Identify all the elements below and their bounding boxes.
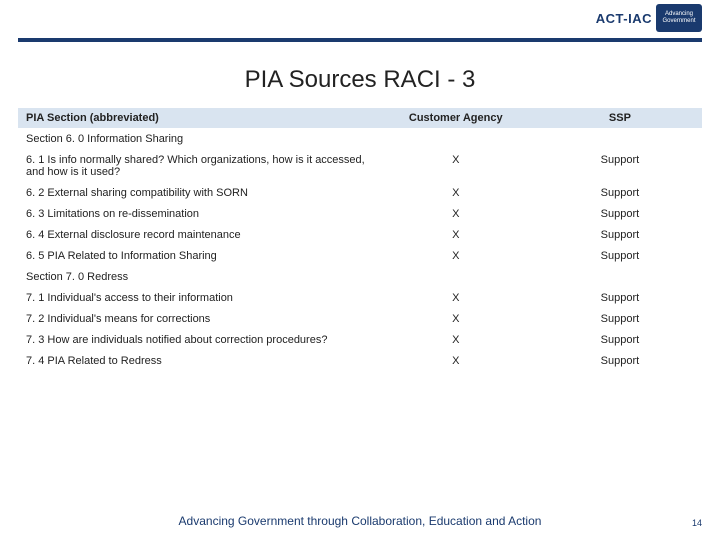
raci-table: PIA Section (abbreviated) Customer Agenc… — [18, 108, 702, 372]
row-label: 7. 2 Individual's means for corrections — [18, 309, 374, 330]
row-label: 6. 1 Is info normally shared? Which orga… — [18, 150, 374, 183]
row-ssp: Support — [538, 351, 702, 372]
raci-table-container: PIA Section (abbreviated) Customer Agenc… — [0, 108, 720, 372]
section-label: Section 6. 0 Information Sharing — [18, 129, 702, 150]
row-ssp: Support — [538, 246, 702, 267]
row-customer: X — [374, 246, 538, 267]
row-label: 6. 3 Limitations on re-dissemination — [18, 204, 374, 225]
row-customer: X — [374, 150, 538, 183]
col-header-section: PIA Section (abbreviated) — [18, 108, 374, 129]
row-label: 7. 4 PIA Related to Redress — [18, 351, 374, 372]
col-header-ssp: SSP — [538, 108, 702, 129]
row-ssp: Support — [538, 225, 702, 246]
row-customer: X — [374, 288, 538, 309]
row-ssp: Support — [538, 330, 702, 351]
page-number: 14 — [692, 518, 702, 528]
header: ACT-IAC Advancing Government — [0, 0, 720, 48]
brand-logo: ACT-IAC Advancing Government — [596, 4, 702, 32]
table-row: 6. 3 Limitations on re-disseminationXSup… — [18, 204, 702, 225]
col-header-customer: Customer Agency — [374, 108, 538, 129]
row-label: 7. 1 Individual's access to their inform… — [18, 288, 374, 309]
table-row: 7. 3 How are individuals notified about … — [18, 330, 702, 351]
row-label: 6. 2 External sharing compatibility with… — [18, 183, 374, 204]
row-customer: X — [374, 351, 538, 372]
table-row: 7. 4 PIA Related to RedressXSupport — [18, 351, 702, 372]
row-customer: X — [374, 225, 538, 246]
table-row: 7. 2 Individual's means for correctionsX… — [18, 309, 702, 330]
row-ssp: Support — [538, 183, 702, 204]
page-title: PIA Sources RACI - 3 — [0, 66, 720, 94]
row-label: 6. 5 PIA Related to Information Sharing — [18, 246, 374, 267]
table-section-row: Section 6. 0 Information Sharing — [18, 129, 702, 150]
table-row: 6. 5 PIA Related to Information SharingX… — [18, 246, 702, 267]
row-customer: X — [374, 204, 538, 225]
table-row: 7. 1 Individual's access to their inform… — [18, 288, 702, 309]
table-row: 6. 1 Is info normally shared? Which orga… — [18, 150, 702, 183]
brand-name: ACT-IAC — [596, 11, 652, 26]
brand-badge-text: Advancing Government — [656, 11, 702, 24]
row-ssp: Support — [538, 309, 702, 330]
table-row: 6. 4 External disclosure record maintena… — [18, 225, 702, 246]
row-customer: X — [374, 330, 538, 351]
brand-badge: Advancing Government — [656, 4, 702, 32]
row-label: 6. 4 External disclosure record maintena… — [18, 225, 374, 246]
footer-text: Advancing Government through Collaborati… — [0, 514, 720, 528]
row-customer: X — [374, 183, 538, 204]
table-row: 6. 2 External sharing compatibility with… — [18, 183, 702, 204]
section-label: Section 7. 0 Redress — [18, 267, 702, 288]
row-ssp: Support — [538, 150, 702, 183]
row-customer: X — [374, 309, 538, 330]
row-ssp: Support — [538, 288, 702, 309]
row-label: 7. 3 How are individuals notified about … — [18, 330, 374, 351]
table-section-row: Section 7. 0 Redress — [18, 267, 702, 288]
row-ssp: Support — [538, 204, 702, 225]
header-rule — [18, 38, 702, 42]
